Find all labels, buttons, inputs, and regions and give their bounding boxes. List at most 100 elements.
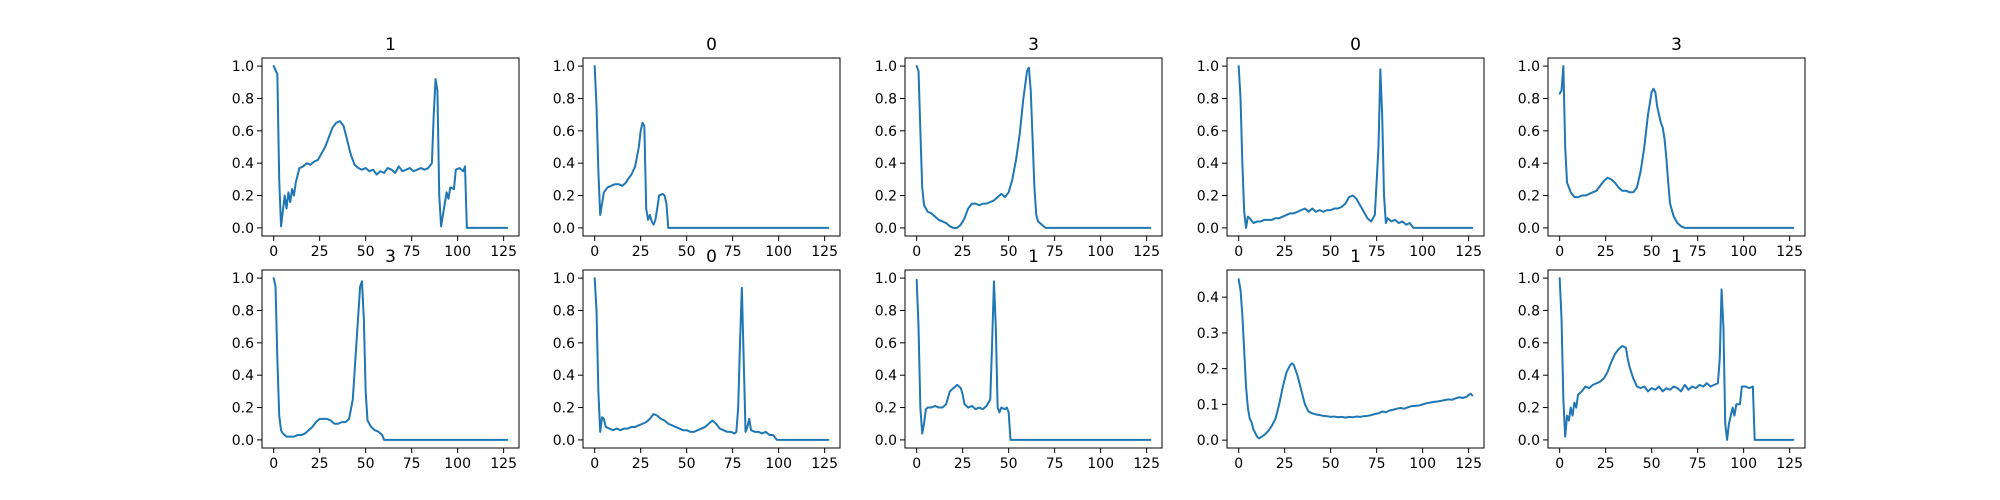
subplot-title: 3 [1028, 35, 1039, 55]
y-tick-label: 0.1 [1197, 397, 1219, 413]
y-tick-label: 0.8 [1518, 303, 1540, 319]
x-tick-label: 25 [1597, 456, 1615, 472]
y-tick-label: 1.0 [875, 271, 897, 287]
subplot-5: 3 0 25 50 75 100 125 0.0 0.2 0.4 0.6 0.8 1.0 [1518, 35, 1806, 260]
y-tick-label: 0.4 [1197, 290, 1219, 306]
y-tick-label: 0.4 [232, 368, 254, 384]
x-tick-label: 50 [1000, 244, 1018, 260]
x-tick-label: 0 [590, 244, 599, 260]
y-tick-label: 1.0 [875, 59, 897, 75]
x-tick-label: 0 [269, 244, 278, 260]
x-tick-label: 50 [678, 456, 696, 472]
subplot-3: 3 0 25 50 75 100 125 0.0 0.2 0.4 0.6 0.8 1.0 [875, 35, 1163, 260]
x-tick-label: 50 [678, 244, 696, 260]
axes-frame [904, 269, 1163, 449]
subplot-title: 1 [1350, 247, 1361, 267]
x-tick-label: 75 [1368, 244, 1386, 260]
x-tick-label: 25 [954, 456, 972, 472]
x-tick-label: 100 [765, 244, 792, 260]
subplot-6: 3 0 25 50 75 100 125 0.0 0.2 0.4 0.6 0.8 1.0 [232, 247, 520, 472]
y-tick-label: 0.8 [875, 91, 897, 107]
x-tick-label: 75 [403, 244, 421, 260]
y-tick-label: 0.0 [875, 221, 897, 237]
series-line [272, 277, 509, 441]
x-tick-label: 125 [1776, 456, 1803, 472]
y-tick-label: 0.0 [553, 433, 575, 449]
subplot-9: 1 0 25 50 75 100 125 0.0 0.1 0.2 0.3 0.4 [1197, 247, 1485, 472]
x-tick-label: 75 [403, 456, 421, 472]
y-tick-label: 0.0 [875, 433, 897, 449]
x-tick-label: 75 [1689, 456, 1707, 472]
y-tick-label: 0.3 [1197, 326, 1219, 342]
x-tick-label: 100 [1087, 456, 1114, 472]
x-tick-label: 125 [811, 456, 838, 472]
y-tick-label: 0.2 [232, 189, 254, 205]
y-tick-label: 0.6 [232, 336, 254, 352]
x-tick-label: 0 [1234, 244, 1243, 260]
y-tick-label: 0.2 [1197, 189, 1219, 205]
x-tick-label: 125 [1133, 456, 1160, 472]
x-tick-label: 100 [765, 456, 792, 472]
x-tick-label: 0 [269, 456, 278, 472]
y-tick-label: 0.4 [1518, 156, 1540, 172]
x-tick-label: 75 [1689, 244, 1707, 260]
x-tick-label: 125 [1455, 244, 1482, 260]
y-tick-label: 0.8 [232, 91, 254, 107]
y-tick-label: 0.4 [1518, 368, 1540, 384]
axes-frame [1226, 269, 1485, 449]
y-tick-label: 0.6 [232, 124, 254, 140]
axes-frame [1547, 57, 1806, 237]
y-tick-label: 0.4 [232, 156, 254, 172]
x-tick-label: 25 [311, 244, 329, 260]
x-tick-label: 50 [1000, 456, 1018, 472]
axes-frame [904, 57, 1163, 237]
series-line [593, 65, 830, 229]
x-tick-label: 100 [444, 244, 471, 260]
y-tick-label: 1.0 [553, 59, 575, 75]
y-tick-label: 1.0 [1518, 59, 1540, 75]
y-tick-label: 0.8 [1518, 91, 1540, 107]
y-tick-label: 0.6 [875, 336, 897, 352]
y-tick-label: 0.0 [1197, 221, 1219, 237]
x-tick-label: 75 [1368, 456, 1386, 472]
x-tick-label: 125 [811, 244, 838, 260]
y-tick-label: 0.2 [232, 401, 254, 417]
y-tick-label: 0.2 [875, 189, 897, 205]
y-tick-label: 0.8 [875, 303, 897, 319]
x-tick-label: 100 [1087, 244, 1114, 260]
y-tick-label: 0.0 [232, 221, 254, 237]
x-tick-label: 125 [490, 456, 517, 472]
y-tick-label: 0.0 [1518, 221, 1540, 237]
x-tick-label: 0 [912, 244, 921, 260]
subplot-1: 1 0 25 50 75 100 125 0.0 0.2 0.4 0.6 0.8 1.0 [232, 35, 520, 260]
axes-frame [261, 57, 520, 237]
subplot-title: 3 [385, 247, 396, 267]
series-line [1237, 65, 1474, 229]
series-line [915, 65, 1152, 229]
y-tick-label: 0.8 [553, 303, 575, 319]
x-tick-label: 50 [1322, 456, 1340, 472]
subplot-8: 1 0 25 50 75 100 125 0.0 0.2 0.4 0.6 0.8 1.0 [875, 247, 1163, 472]
y-tick-label: 0.6 [553, 124, 575, 140]
x-tick-label: 100 [444, 456, 471, 472]
x-tick-label: 100 [1409, 456, 1436, 472]
y-tick-label: 1.0 [553, 271, 575, 287]
axes-frame [1226, 57, 1485, 237]
x-tick-label: 100 [1730, 456, 1757, 472]
x-tick-label: 125 [1133, 244, 1160, 260]
x-tick-label: 0 [1555, 244, 1564, 260]
x-tick-label: 50 [1322, 244, 1340, 260]
series-line [915, 278, 1152, 441]
x-tick-label: 75 [1046, 456, 1064, 472]
subplot-7: 0 0 25 50 75 100 125 0.0 0.2 0.4 0.6 0.8 1.0 [553, 247, 841, 472]
x-tick-label: 125 [490, 244, 517, 260]
y-tick-label: 0.8 [553, 91, 575, 107]
subplot-title: 0 [706, 35, 717, 55]
y-tick-label: 0.6 [875, 124, 897, 140]
x-tick-label: 25 [1276, 244, 1294, 260]
subplot-title: 1 [1028, 247, 1039, 267]
y-tick-label: 0.8 [232, 303, 254, 319]
axes-frame [1547, 269, 1806, 449]
